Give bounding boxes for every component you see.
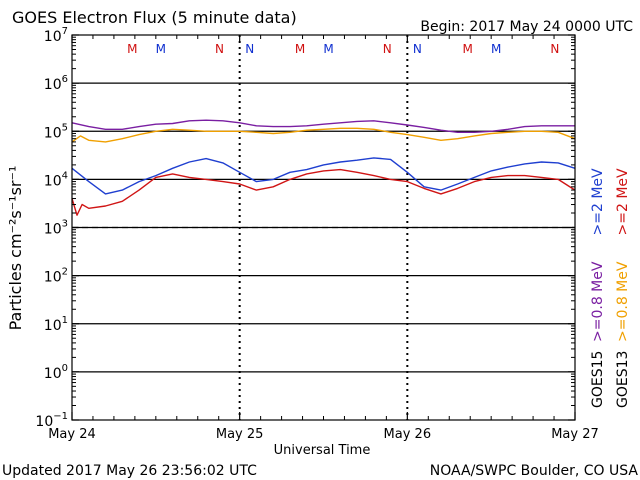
y-tick-label: 100 [44, 363, 68, 382]
legend: GOES15 >=0.8 MeV >=2 MeV GOES13 >=0.8 MeV >=2… [590, 168, 631, 408]
updated-label: Updated 2017 May 26 23:56:02 UTC [2, 463, 257, 479]
y-tick-label: 103 [44, 219, 68, 238]
marker-m: M [463, 42, 473, 56]
x-tick-label: May 25 [216, 427, 264, 442]
legend-entry: >=2 MeV [615, 168, 631, 236]
marker-m: M [491, 42, 501, 56]
marker-n: N [245, 42, 254, 56]
legend-group-label: GOES15 [590, 351, 606, 408]
series-line [71, 127, 576, 143]
x-tick-label: May 27 [551, 427, 599, 442]
y-axis-label: Particles cm⁻²s⁻¹sr⁻¹ [6, 166, 25, 331]
marker-n: N [550, 42, 559, 56]
y-tick-label: 107 [44, 26, 68, 45]
series-line [71, 157, 576, 195]
grid-lines [72, 35, 575, 420]
marker-m: M [156, 42, 166, 56]
y-tick-label: 105 [44, 122, 68, 141]
y-tick-label: 101 [44, 315, 68, 334]
y-tick-label: 102 [44, 267, 68, 286]
marker-n: N [413, 42, 422, 56]
marker-n: N [215, 42, 224, 56]
marker-m: M [295, 42, 305, 56]
chart-title: GOES Electron Flux (5 minute data) [12, 8, 297, 27]
legend-entry: >=0.8 MeV [590, 261, 606, 342]
series-line [71, 168, 576, 216]
begin-label: Begin: 2017 May 24 0000 UTC [420, 19, 633, 35]
x-tick-label: May 24 [48, 427, 96, 442]
y-tick-label: 106 [44, 74, 68, 93]
legend-entry: >=2 MeV [590, 168, 606, 236]
data-series [71, 119, 576, 216]
marker-n: N [383, 42, 392, 56]
legend-group-label: GOES13 [615, 351, 631, 408]
x-axis-label: Universal Time [274, 443, 371, 458]
marker-m: M [323, 42, 333, 56]
series-line [71, 119, 575, 134]
y-tick-label: 10−1 [35, 411, 68, 430]
marker-m: M [127, 42, 137, 56]
y-tick-label: 104 [44, 170, 68, 189]
x-tick-label: May 26 [384, 427, 432, 442]
credit-label: NOAA/SWPC Boulder, CO USA [430, 463, 639, 479]
legend-entry: >=0.8 MeV [615, 261, 631, 342]
